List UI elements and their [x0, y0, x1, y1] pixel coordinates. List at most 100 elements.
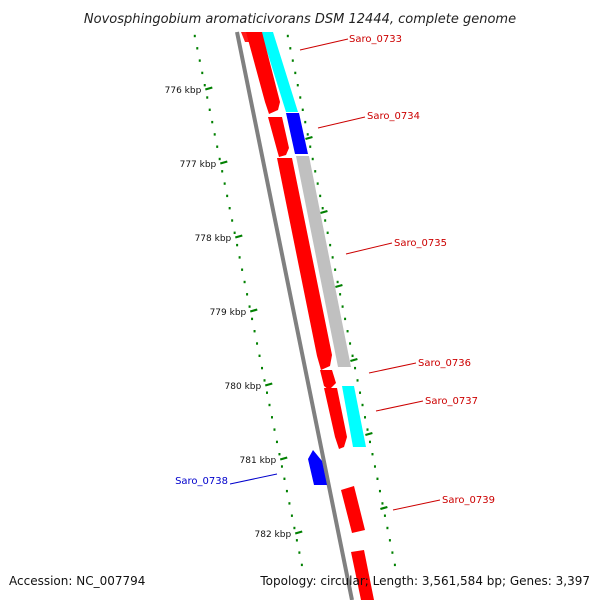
minor-tick: [366, 428, 369, 431]
minor-tick: [306, 133, 309, 136]
minor-tick: [218, 157, 221, 161]
minor-tick: [270, 416, 273, 419]
minor-tick: [280, 465, 283, 468]
minor-tick: [231, 219, 234, 222]
minor-tick: [236, 243, 239, 247]
gene-saro-0739[interactable]: [341, 486, 365, 533]
minor-tick: [356, 379, 359, 382]
minor-tick: [386, 526, 389, 530]
minor-tick: [391, 551, 394, 554]
gene-label-saro-0738[interactable]: Saro_0738: [175, 476, 228, 487]
minor-tick: [324, 219, 327, 222]
minor-tick: [258, 354, 261, 357]
minor-tick: [309, 145, 312, 148]
minor-tick: [304, 120, 307, 124]
minor-tick: [293, 526, 296, 530]
label-leader-saro-0739: [392, 499, 441, 511]
minor-tick: [300, 563, 303, 567]
minor-tick: [329, 243, 332, 247]
minor-tick: [196, 47, 199, 50]
minor-tick: [248, 305, 251, 308]
label-leader-saro-0735: [345, 242, 393, 255]
gene-highlight-saro-0734[interactable]: [286, 113, 308, 154]
gene-label-saro-0734[interactable]: Saro_0734: [367, 111, 420, 122]
gene-label-saro-0733[interactable]: Saro_0733: [349, 34, 402, 45]
major-tick: [380, 505, 388, 511]
major-tick: [205, 86, 213, 91]
gene-label-saro-0735[interactable]: Saro_0735: [394, 238, 447, 249]
minor-tick: [301, 108, 304, 111]
major-tick: [305, 135, 313, 141]
scale-label: 779 kbp: [210, 308, 247, 318]
gene-saro-0738[interactable]: [308, 450, 327, 485]
minor-tick: [211, 120, 214, 124]
minor-tick: [246, 293, 249, 296]
minor-tick: [294, 71, 297, 75]
minor-tick: [316, 182, 319, 185]
backbone-line: [235, 31, 354, 600]
minor-tick: [251, 317, 254, 321]
minor-tick: [278, 453, 281, 456]
cds-feature[interactable]: [351, 550, 374, 600]
label-leader-saro-0734: [317, 116, 366, 129]
gene-label-saro-0736[interactable]: Saro_0736: [418, 358, 471, 369]
gene-saro-0735[interactable]: [277, 158, 332, 370]
gene-saro-0734[interactable]: [268, 117, 289, 157]
tick-ring-outer: [286, 34, 396, 567]
gene-labels: Saro_0733 Saro_0734 Saro_0735 Saro_0736 …: [175, 34, 495, 511]
minor-tick: [238, 256, 241, 259]
gene-label-saro-0739[interactable]: Saro_0739: [442, 495, 495, 506]
minor-tick: [226, 194, 229, 198]
minor-tick: [203, 84, 206, 87]
gene-highlight-saro-0735[interactable]: [296, 156, 351, 367]
minor-tick: [233, 231, 236, 234]
scale-label: 777 kbp: [180, 160, 217, 170]
minor-tick: [201, 71, 204, 75]
label-leader-saro-0738: [229, 473, 278, 485]
minor-tick: [243, 280, 246, 284]
minor-tick: [368, 440, 371, 444]
minor-tick: [288, 502, 291, 505]
gene-highlight-saro-0737[interactable]: [342, 386, 366, 447]
minor-tick: [286, 34, 289, 38]
minor-tick: [295, 539, 298, 542]
minor-tick: [296, 84, 299, 87]
major-tick: [320, 209, 328, 215]
gene-saro-0736[interactable]: [320, 370, 336, 390]
minor-tick: [346, 330, 349, 333]
major-tick: [294, 530, 303, 535]
minor-tick: [261, 366, 264, 370]
minor-tick: [381, 502, 384, 505]
minor-tick: [289, 47, 292, 50]
minor-tick: [213, 133, 216, 136]
map-title: Novosphingobium aromaticivorans DSM 1244…: [84, 12, 516, 27]
scale-label: 780 kbp: [225, 382, 262, 392]
genome-summary-text: Topology: circular; Length: 3,561,584 bp…: [260, 574, 590, 588]
minor-tick: [228, 207, 231, 210]
minor-tick: [388, 539, 391, 542]
minor-tick: [364, 416, 367, 419]
gene-saro-0733[interactable]: [246, 32, 280, 114]
minor-tick: [216, 145, 219, 148]
gene-saro-0737[interactable]: [324, 388, 347, 449]
minor-tick: [351, 354, 354, 357]
minor-tick: [336, 280, 339, 284]
feature-track: [241, 32, 374, 600]
major-tick: [279, 456, 288, 461]
gene-highlight-saro-0733[interactable]: [261, 32, 298, 112]
scale-label: 776 kbp: [165, 86, 202, 96]
minor-tick: [349, 342, 352, 345]
gene-label-saro-0737[interactable]: Saro_0737: [425, 396, 478, 407]
minor-tick: [311, 157, 314, 161]
minor-tick: [299, 96, 302, 99]
scale-label: 782 kbp: [255, 530, 292, 540]
minor-tick: [326, 231, 329, 234]
minor-tick: [341, 305, 344, 308]
minor-tick: [266, 391, 269, 394]
minor-tick: [275, 440, 278, 444]
minor-tick: [373, 465, 376, 468]
minor-tick: [291, 59, 294, 62]
label-leader-saro-0737: [375, 400, 424, 412]
minor-tick: [290, 514, 293, 517]
